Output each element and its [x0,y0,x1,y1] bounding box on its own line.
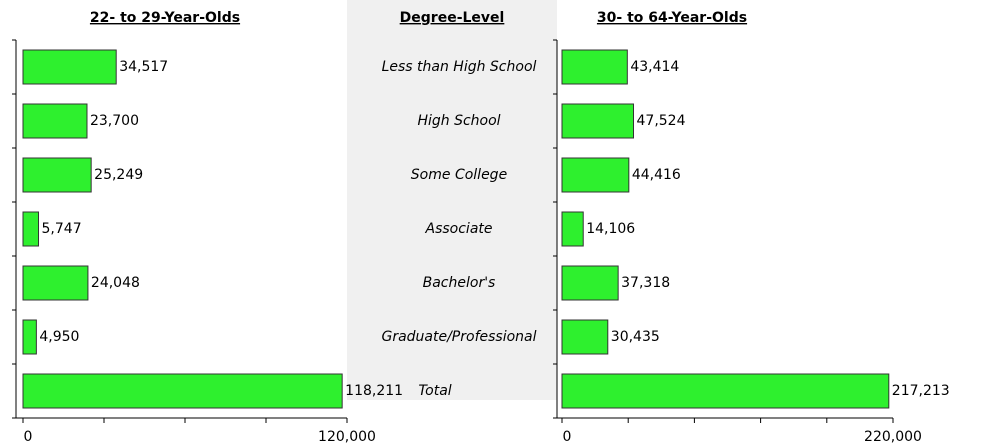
bar [22,49,117,85]
bar [22,157,92,193]
bar [22,373,343,409]
value-label: 25,249 [94,167,143,183]
bar [561,265,619,301]
value-label: 118,211 [345,383,403,399]
value-label: 37,318 [621,275,670,291]
chart-title: 22- to 29-Year-Olds [90,10,240,26]
bar [22,319,37,355]
value-label: 44,416 [632,167,681,183]
category-label: Less than High School [382,59,537,75]
bar [561,373,890,409]
value-label: 23,700 [90,113,139,129]
chart-title: 30- to 64-Year-Olds [597,10,747,26]
value-label: 217,213 [892,383,950,399]
category-label: Total [418,383,451,399]
x-tick-label: 0 [563,429,572,445]
value-label: 34,517 [119,59,168,75]
category-label: Bachelor's [423,275,496,291]
category-label: Graduate/Professional [381,329,536,345]
bar [22,211,40,247]
category-panel [347,0,557,400]
bar [561,211,584,247]
category-label: Some College [411,167,507,183]
value-label: 30,435 [611,329,660,345]
category-label: High School [417,113,500,129]
value-label: 4,950 [39,329,79,345]
bar [22,265,89,301]
category-header: Degree-Level [400,10,505,26]
x-tick-label: 220,000 [864,429,922,445]
value-label: 24,048 [91,275,140,291]
value-label: 47,524 [637,113,686,129]
value-label: 43,414 [630,59,679,75]
x-tick-label: 0 [24,429,33,445]
category-label: Associate [425,221,493,237]
bar [561,103,635,139]
bar [22,103,88,139]
x-tick-label: 120,000 [318,429,376,445]
value-label: 14,106 [586,221,635,237]
bar [561,319,609,355]
value-label: 5,747 [42,221,82,237]
bar [561,49,628,85]
bar [561,157,630,193]
